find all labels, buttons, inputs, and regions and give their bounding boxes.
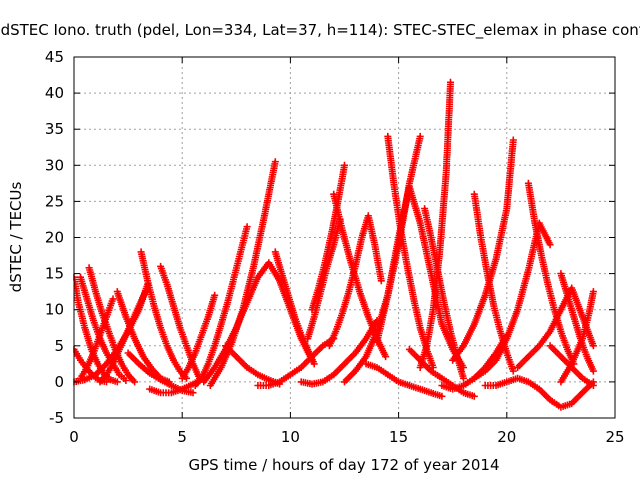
chart-title: dSTEC Iono. truth (pdel, Lon=334, Lat=37…	[1, 21, 640, 40]
data-point	[509, 136, 517, 144]
data-point	[113, 378, 121, 386]
x-tick-label: 25	[605, 428, 624, 446]
data-point	[416, 132, 424, 140]
data-point	[382, 353, 390, 361]
x-tick-label: 5	[177, 428, 187, 446]
y-tick-label: 30	[45, 156, 64, 174]
data-point	[109, 295, 117, 303]
y-tick-label: 20	[45, 229, 64, 247]
data-point	[377, 277, 385, 285]
x-tick-label: 15	[389, 428, 408, 446]
axes: 0 5 10 15 20 25 -5 0 5 10 15 20 25 30 35 40 45	[45, 48, 625, 446]
data-points	[73, 78, 597, 411]
data-point	[546, 241, 554, 249]
y-tick-label: 10	[45, 301, 64, 319]
data-point	[438, 392, 446, 400]
x-tick-label: 10	[281, 428, 300, 446]
data-point	[131, 378, 139, 386]
x-axis-label: GPS time / hours of day 172 of year 2014	[189, 456, 500, 474]
data-point	[589, 288, 597, 296]
y-tick-label: -5	[49, 409, 64, 427]
y-tick-label: 25	[45, 192, 64, 210]
y-tick-label: 35	[45, 120, 64, 138]
y-tick-label: 5	[54, 337, 64, 355]
data-point	[243, 223, 251, 231]
data-point	[211, 291, 219, 299]
y-tick-label: 15	[45, 265, 64, 283]
data-point	[589, 382, 597, 389]
data-point	[189, 389, 197, 397]
data-point	[589, 367, 597, 375]
data-point	[589, 342, 597, 350]
data-point	[460, 374, 467, 382]
y-tick-label: 40	[45, 84, 64, 102]
x-tick-label: 20	[497, 428, 516, 446]
data-point	[341, 161, 348, 169]
data-point	[271, 158, 279, 166]
data-point	[122, 377, 130, 384]
y-axis-label: dSTEC / TECUs	[7, 181, 25, 292]
y-tick-label: 45	[45, 48, 64, 66]
data-point	[103, 378, 110, 386]
y-tick-label: 0	[54, 373, 64, 391]
data-point	[447, 78, 454, 86]
data-point	[470, 392, 478, 400]
x-tick-label: 0	[69, 428, 79, 446]
data-point	[310, 360, 318, 368]
data-point	[509, 367, 517, 375]
